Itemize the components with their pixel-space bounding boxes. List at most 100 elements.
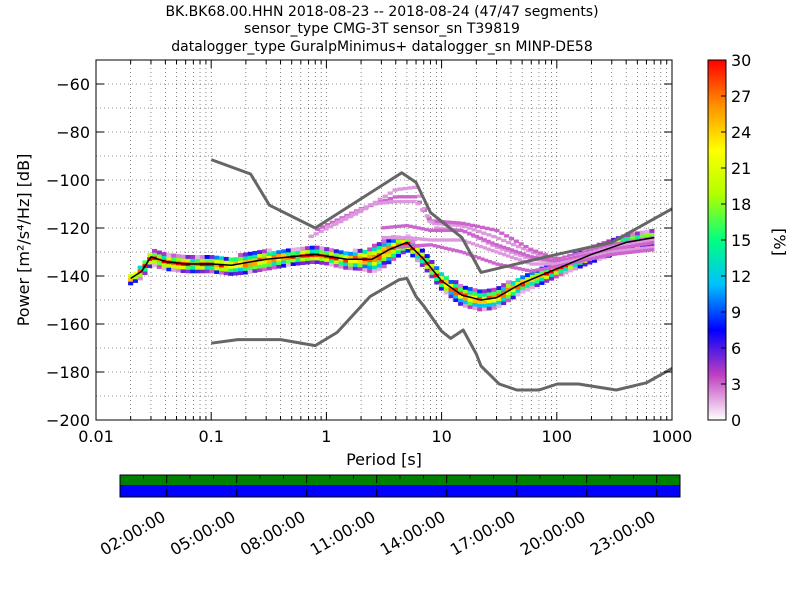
probability-cell	[214, 259, 220, 264]
probability-cell	[395, 239, 401, 244]
probability-cell	[580, 259, 585, 263]
probability-cell	[132, 275, 138, 280]
probability-cell	[462, 293, 468, 297]
probability-cell	[501, 297, 507, 302]
probability-cell	[630, 241, 636, 246]
y-tick-label: −200	[46, 411, 90, 430]
probability-cell	[295, 257, 301, 262]
probability-cell	[428, 238, 433, 242]
probability-cell	[262, 260, 268, 265]
probability-cell	[161, 252, 167, 257]
probability-cell	[506, 247, 511, 251]
probability-cell	[440, 245, 445, 250]
probability-cell	[547, 266, 552, 270]
probability-cell	[392, 188, 398, 192]
probability-cell	[266, 255, 272, 260]
probability-cell	[620, 251, 625, 255]
probability-cell	[152, 263, 158, 268]
probability-cell	[517, 267, 522, 271]
probability-cell	[391, 238, 397, 243]
probability-cell	[520, 282, 526, 287]
probability-cell	[529, 285, 535, 290]
probability-cell	[348, 214, 354, 219]
probability-cell	[425, 243, 430, 247]
probability-cell	[242, 263, 248, 268]
probability-cell	[491, 298, 497, 303]
probability-cell	[323, 227, 329, 231]
probability-cell	[367, 254, 373, 259]
probability-cell	[429, 270, 435, 275]
probability-cell	[491, 261, 496, 265]
probability-cell	[199, 258, 205, 263]
probability-cell	[600, 245, 607, 249]
y-tick-label: −120	[46, 219, 90, 238]
probability-cell	[462, 251, 467, 255]
probability-cell	[345, 215, 351, 219]
probability-cell	[204, 269, 210, 274]
probability-cell	[598, 255, 603, 259]
probability-cell	[576, 255, 581, 259]
probability-cell	[333, 260, 339, 264]
probability-cell	[432, 228, 437, 233]
probability-cell	[247, 269, 253, 274]
probability-cell	[376, 242, 382, 247]
probability-cell	[510, 284, 516, 289]
probability-cell	[596, 246, 602, 250]
probability-cell	[509, 250, 514, 254]
probability-cell	[397, 187, 403, 191]
probability-cell	[372, 265, 378, 270]
probability-cell	[505, 280, 511, 285]
probability-cell	[443, 279, 449, 284]
probability-cell	[520, 289, 526, 294]
x-tick-label: 10	[431, 427, 451, 446]
probability-cell	[459, 228, 464, 233]
probability-cell	[429, 260, 435, 264]
probability-cell	[624, 251, 629, 255]
probability-cell	[576, 251, 582, 256]
probability-cell	[448, 294, 454, 299]
probability-cell	[541, 262, 546, 266]
probability-cell	[257, 257, 263, 262]
probability-cell	[510, 295, 516, 300]
probability-cell	[439, 238, 445, 242]
probability-cell	[305, 260, 311, 265]
probability-cell	[419, 252, 425, 257]
probability-cell	[419, 259, 425, 264]
probability-cell	[233, 271, 239, 276]
probability-cell	[343, 265, 349, 270]
probability-cell	[505, 287, 511, 292]
probability-cell	[494, 228, 500, 233]
probability-cell	[357, 259, 363, 264]
probability-cell	[333, 256, 339, 261]
probability-cell	[607, 250, 612, 255]
probability-cell	[434, 226, 440, 230]
probability-cell	[588, 250, 594, 255]
probability-cell	[395, 242, 401, 247]
probability-cell	[319, 246, 325, 251]
probability-cell	[381, 264, 387, 269]
probability-cell	[166, 253, 172, 257]
probability-cell	[513, 256, 519, 261]
probability-cell	[372, 250, 378, 255]
probability-cell	[599, 250, 604, 254]
probability-cell	[529, 255, 534, 259]
y-axis-label: Power [m²/s⁴/Hz] [dB]	[14, 154, 33, 327]
probability-cell	[420, 227, 425, 231]
probability-cell	[147, 260, 153, 265]
probability-cell	[499, 231, 505, 235]
probability-cell	[489, 227, 495, 232]
probability-cell	[448, 287, 454, 292]
probability-cell	[445, 220, 452, 224]
probability-cell	[376, 245, 382, 250]
probability-cell	[639, 230, 645, 235]
probability-cell	[223, 260, 229, 265]
probability-cell	[621, 243, 627, 247]
x-tick-label: 100	[542, 427, 573, 446]
probability-cell	[295, 250, 301, 255]
probability-cell	[484, 226, 490, 231]
probability-cell	[572, 262, 578, 267]
probability-cell	[448, 279, 454, 284]
probability-cell	[434, 280, 440, 285]
probability-cell	[408, 224, 413, 229]
probability-cell	[564, 260, 569, 264]
